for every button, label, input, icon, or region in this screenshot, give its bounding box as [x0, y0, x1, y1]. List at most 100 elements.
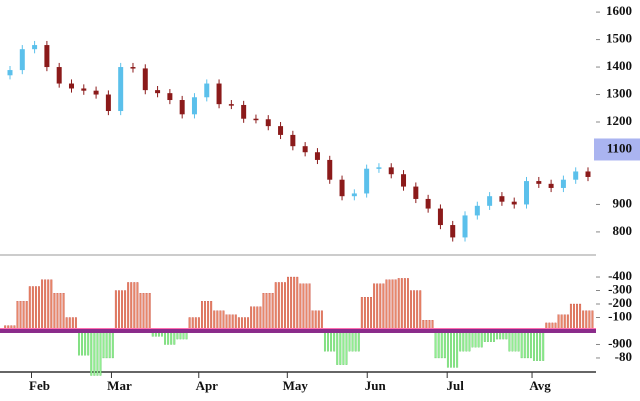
last-price-label: 1100 — [607, 140, 632, 155]
histogram-bar — [173, 330, 176, 345]
histogram-bar — [391, 279, 394, 332]
histogram-bar — [99, 330, 102, 376]
histogram-bar — [16, 301, 19, 332]
histogram-bar — [533, 330, 535, 361]
histogram-bar — [434, 330, 437, 359]
histogram-bar — [477, 330, 480, 348]
histogram-bar — [256, 306, 259, 332]
histogram-bar — [84, 330, 87, 356]
candle-body — [253, 118, 259, 121]
last-price-box — [594, 138, 640, 161]
candle-body — [302, 146, 308, 153]
histogram-bar — [293, 276, 296, 332]
histogram-bar — [201, 301, 203, 332]
histogram-bar — [56, 293, 59, 332]
histogram-bar — [330, 330, 333, 352]
histogram-bar — [471, 330, 474, 348]
y-tick-label: 1300 — [606, 86, 632, 101]
y-tick-label: -900 — [608, 335, 632, 350]
candle-body — [241, 104, 247, 119]
candle-body — [573, 171, 579, 180]
histogram-bar — [145, 293, 148, 332]
histogram-bar — [413, 290, 416, 332]
histogram-bar — [539, 330, 542, 361]
candle-body — [32, 45, 38, 50]
histogram-bar — [351, 330, 354, 352]
y-tick-label: 800 — [613, 223, 633, 238]
histogram-bar — [22, 301, 25, 332]
y-tick-label: -100 — [608, 308, 632, 323]
histogram-bar — [440, 330, 443, 359]
histogram-bar — [253, 306, 256, 332]
histogram-bar — [508, 330, 511, 352]
y-tick-label: 1400 — [606, 58, 632, 73]
histogram-bar — [385, 279, 388, 332]
histogram-bar — [367, 297, 369, 332]
histogram-bar — [394, 279, 397, 332]
candle-body — [351, 193, 357, 197]
histogram-bar — [148, 293, 151, 332]
candle-body — [167, 93, 173, 101]
histogram-bar — [573, 303, 575, 332]
histogram-bar — [108, 330, 111, 359]
histogram-bar — [569, 303, 572, 332]
histogram-bar — [204, 301, 206, 332]
histogram-bar — [397, 278, 400, 332]
histogram-bar — [406, 278, 409, 332]
histogram-bar — [354, 330, 357, 352]
histogram-bar — [308, 283, 311, 332]
candle-body — [401, 174, 407, 187]
candle-body — [560, 179, 566, 188]
histogram-bar — [284, 282, 286, 332]
histogram-bar — [520, 330, 523, 359]
candle-body — [81, 88, 87, 91]
x-tick-label: Apr — [196, 378, 219, 393]
candle-body — [19, 49, 25, 71]
histogram-bar — [585, 310, 588, 332]
candle-body — [437, 208, 443, 226]
histogram-bar — [529, 330, 532, 359]
histogram-bar — [87, 330, 90, 356]
histogram-bar — [139, 293, 142, 332]
histogram-bar — [360, 297, 363, 332]
candle-body — [462, 215, 468, 238]
histogram-bar — [130, 282, 133, 332]
histogram-bar — [287, 276, 289, 332]
histogram-bar — [317, 310, 320, 332]
y-tick-label: 900 — [613, 195, 633, 210]
histogram-bar — [373, 283, 376, 332]
histogram-bar — [25, 301, 28, 332]
histogram-bar — [59, 293, 62, 332]
candle-body — [130, 67, 136, 69]
histogram-bar — [296, 276, 299, 332]
histogram-bar — [363, 297, 366, 332]
candle-body — [228, 104, 234, 106]
histogram-bar — [136, 282, 139, 332]
histogram-bar — [456, 330, 459, 368]
candle-body — [474, 205, 480, 216]
candle-body — [499, 196, 505, 202]
histogram-bar — [450, 330, 452, 368]
histogram-bar — [480, 330, 483, 348]
y-tick-label: -80 — [615, 349, 632, 364]
histogram-bar — [142, 293, 145, 332]
histogram-bar — [78, 330, 80, 356]
histogram-bar — [250, 306, 253, 332]
histogram-bar — [127, 282, 130, 332]
histogram-bar — [207, 301, 210, 332]
candle-body — [142, 68, 148, 91]
histogram-bar — [277, 282, 280, 332]
histogram-bar — [41, 279, 44, 332]
histogram-bar — [579, 303, 582, 332]
histogram-bar — [38, 286, 40, 332]
histogram-bar — [164, 330, 167, 345]
histogram-bar — [81, 330, 84, 356]
y-tick-label: 1200 — [606, 113, 632, 128]
histogram-bar — [419, 290, 422, 332]
histogram-bar — [133, 282, 136, 332]
histogram-bar — [514, 330, 517, 352]
histogram-bar — [323, 330, 326, 352]
y-tick-label: 1500 — [606, 31, 632, 46]
histogram-bar — [379, 283, 382, 332]
